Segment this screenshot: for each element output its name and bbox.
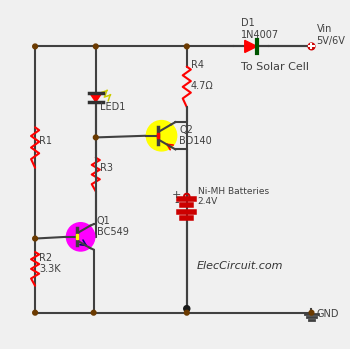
Circle shape	[308, 43, 315, 50]
Circle shape	[184, 44, 189, 49]
Text: -: -	[174, 196, 179, 209]
Circle shape	[33, 236, 37, 241]
Circle shape	[93, 44, 98, 49]
Text: +: +	[172, 191, 181, 200]
Text: R3: R3	[100, 163, 113, 173]
Circle shape	[184, 310, 189, 315]
Bar	[76, 235, 78, 239]
Circle shape	[66, 223, 95, 251]
Circle shape	[146, 120, 177, 151]
Circle shape	[91, 310, 96, 315]
Circle shape	[184, 306, 190, 312]
Polygon shape	[90, 93, 102, 102]
Bar	[157, 133, 159, 138]
Text: 4.7Ω: 4.7Ω	[191, 81, 213, 90]
Circle shape	[33, 44, 37, 49]
Text: R1: R1	[39, 136, 52, 146]
Circle shape	[33, 310, 37, 315]
Text: Q1
BC549: Q1 BC549	[97, 216, 129, 237]
Polygon shape	[245, 40, 257, 52]
Text: GND: GND	[316, 309, 339, 319]
Text: To Solar Cell: To Solar Cell	[241, 62, 309, 72]
Text: R2
3.3K: R2 3.3K	[39, 253, 61, 274]
Text: D1
1N4007: D1 1N4007	[241, 18, 279, 40]
Text: Ni-MH Batteries
2.4V: Ni-MH Batteries 2.4V	[197, 187, 269, 206]
Circle shape	[93, 135, 98, 140]
Text: LED1: LED1	[100, 102, 125, 112]
Text: Q2
BD140: Q2 BD140	[179, 125, 212, 146]
Text: ElecCircuit.com: ElecCircuit.com	[197, 261, 284, 271]
Text: Vin
5V/6V: Vin 5V/6V	[316, 24, 345, 46]
Circle shape	[309, 310, 314, 315]
Text: R4: R4	[191, 60, 204, 70]
